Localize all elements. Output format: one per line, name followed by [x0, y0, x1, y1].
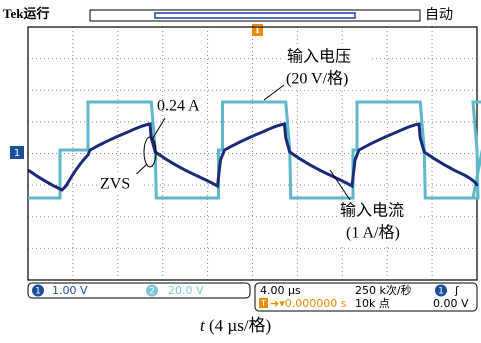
- caption-scale: (4 µs/格): [209, 316, 271, 335]
- run-status: Tek运行: [3, 6, 49, 21]
- record-length: 10k 点: [355, 297, 390, 310]
- current-title: 输入电流: [340, 202, 404, 220]
- ch2-badge: 2: [149, 287, 155, 297]
- sample-rate: 250 k次/秒: [355, 283, 412, 297]
- page: {"header": {"status": "Tek运行", "trigger_…: [0, 0, 481, 343]
- ch1-badge: 1: [35, 287, 41, 297]
- current-point-label: 0.24 A: [157, 98, 200, 115]
- ch1-scale: 1.00 V: [52, 284, 88, 297]
- current-scale: (1 A/格): [346, 224, 400, 242]
- trigger-badge: 1: [438, 287, 444, 297]
- acquire-mode: 自动: [425, 7, 453, 23]
- voltage-scale: (20 V/格): [286, 70, 348, 88]
- trigger-slope: ʃ: [454, 284, 459, 297]
- voltage-title: 输入电压: [287, 48, 351, 66]
- ch2-scale: 20.0 V: [168, 284, 204, 297]
- trigger-t: T: [260, 299, 266, 308]
- timebase: 4.00 µs: [260, 284, 301, 297]
- channel-marker: 1: [14, 148, 20, 159]
- zvs-label: ZVS: [100, 176, 130, 193]
- trigger-level: 0.00 V: [433, 297, 469, 310]
- oscilloscope-figure: Tek运行 T 自动 1 0.24 A ZVS 输入电压 (20 V/格) 输入…: [0, 0, 481, 343]
- trigger-position: ➔▾0.000000 s: [270, 297, 347, 310]
